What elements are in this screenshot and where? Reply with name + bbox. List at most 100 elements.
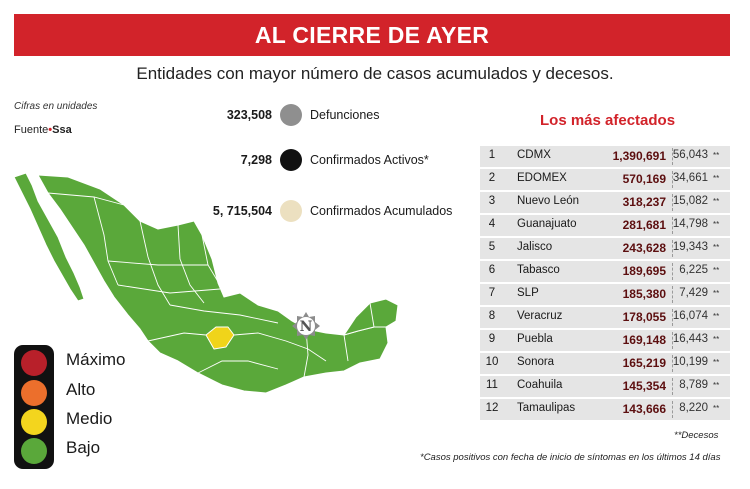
stat-value: 7,298 (240, 153, 272, 167)
source-org: Ssa (52, 124, 72, 136)
stat-label: Confirmados Activos* (310, 153, 429, 167)
row-cases: 570,169 (622, 172, 666, 186)
row-deaths-mark: ** (713, 289, 720, 298)
row-rank: 6 (488, 264, 496, 276)
stat-value: 5, 715,504 (212, 204, 272, 218)
row-rank: 11 (486, 379, 498, 391)
row-cases: 189,695 (622, 264, 666, 278)
row-cases: 169,148 (622, 333, 666, 347)
column-divider (672, 401, 673, 418)
stat-circle-icon (280, 200, 302, 222)
legend-label-bajo: Bajo (66, 438, 101, 457)
row-deaths-mark: ** (713, 243, 720, 252)
row-rank: 9 (488, 333, 496, 345)
row-rank: 8 (488, 310, 496, 322)
row-deaths: 14,798 (672, 218, 708, 230)
table-row: 7 SLP 185,380 7,429 ** (480, 284, 730, 305)
row-rank: 1 (488, 149, 496, 161)
table-row: 9 Puebla 169,148 16,443 ** (480, 330, 730, 351)
stat-label: Defunciones (310, 108, 380, 122)
deaths-footnote: **Decesos (674, 430, 719, 441)
title-banner: AL CIERRE DE AYER (14, 14, 730, 56)
table-row: 10 Sonora 165,219 10,199 ** (480, 353, 730, 374)
row-deaths: 7,429 (679, 287, 708, 299)
row-state: Nuevo León (517, 195, 580, 207)
table-title: Los más afectados (540, 112, 676, 129)
row-deaths-mark: ** (713, 312, 720, 321)
row-deaths-mark: ** (713, 381, 720, 390)
row-state: Guanajuato (517, 218, 577, 230)
ranking-table: 1 CDMX 1,390,691 56,043 ** 2 EDOMEX 570,169 34,6… (480, 146, 730, 422)
row-state: Coahuila (517, 379, 563, 391)
row-state: Jalisco (517, 241, 553, 253)
legend-label-medio: Medio (66, 409, 113, 428)
light-red-icon (21, 350, 47, 376)
row-state: CDMX (517, 149, 551, 161)
column-divider (672, 309, 673, 326)
row-cases: 143,666 (622, 402, 666, 416)
active-footnote: *Casos positivos con fecha de inicio de … (420, 452, 721, 463)
row-cases: 165,219 (622, 356, 666, 370)
row-state: SLP (517, 287, 539, 299)
source-label: Fuente (14, 124, 49, 136)
units-note: Cifras en unidades (14, 101, 98, 112)
column-divider (672, 355, 673, 372)
row-rank: 10 (485, 356, 499, 368)
row-deaths-mark: ** (713, 335, 720, 344)
row-cases: 178,055 (622, 310, 666, 324)
row-deaths: 6,225 (679, 264, 708, 276)
row-deaths: 34,661 (672, 172, 708, 184)
table-row: 12 Tamaulipas 143,666 8,220 ** (480, 399, 730, 420)
row-deaths-mark: ** (713, 151, 720, 160)
column-divider (672, 332, 673, 349)
stat-circle-icon (280, 149, 302, 171)
baja-california-shape (13, 172, 85, 302)
column-divider (672, 378, 673, 395)
table-row: 11 Coahuila 145,354 8,789 ** (480, 376, 730, 397)
column-divider (672, 171, 673, 188)
emblem-letter: N (300, 319, 313, 335)
stat-acumulados: 5, 715,504 Confirmados Acumulados (180, 198, 452, 224)
stat-value: 323,508 (226, 108, 272, 122)
table-row: 6 Tabasco 189,695 6,225 ** (480, 261, 730, 282)
source-line: Fuente•Ssa (14, 124, 72, 136)
stat-defunciones: 323,508 Defunciones (180, 102, 380, 128)
row-deaths: 16,443 (672, 333, 708, 345)
row-state: EDOMEX (517, 172, 567, 184)
row-deaths: 10,199 (672, 356, 708, 368)
column-divider (672, 194, 673, 211)
row-cases: 318,237 (622, 195, 666, 209)
row-deaths-mark: ** (713, 358, 720, 367)
light-orange-icon (21, 380, 47, 406)
row-deaths-mark: ** (713, 404, 720, 413)
mexico-map (13, 172, 399, 394)
column-divider (672, 217, 673, 234)
table-row: 5 Jalisco 243,628 19,343 ** (480, 238, 730, 259)
compass-n-icon: N (292, 312, 320, 340)
stat-label: Confirmados Acumulados (310, 204, 453, 218)
row-state: Veracruz (517, 310, 563, 322)
legend-label-alto: Alto (66, 380, 96, 399)
row-deaths-mark: ** (713, 266, 720, 275)
row-cases: 1,390,691 (612, 149, 666, 163)
yucatan-shape (343, 298, 399, 336)
light-green-icon (21, 438, 47, 464)
row-cases: 243,628 (622, 241, 666, 255)
row-deaths: 16,074 (672, 310, 708, 322)
legend-label-maximo: Máximo (66, 350, 126, 369)
column-divider (672, 286, 673, 303)
table-row: 3 Nuevo León 318,237 15,082 ** (480, 192, 730, 213)
stat-activos: 7,298 Confirmados Activos* (180, 147, 429, 173)
page-title: AL CIERRE DE AYER (254, 21, 490, 48)
table-row: 1 CDMX 1,390,691 56,043 ** (480, 146, 730, 167)
source-separator: • (48, 124, 53, 136)
row-cases: 145,354 (622, 379, 666, 393)
row-rank: 12 (485, 402, 499, 414)
row-rank: 2 (488, 172, 496, 184)
column-divider (672, 240, 673, 257)
row-deaths: 8,220 (679, 402, 708, 414)
row-cases: 185,380 (622, 287, 666, 301)
row-deaths: 19,343 (672, 241, 708, 253)
table-row: 8 Veracruz 178,055 16,074 ** (480, 307, 730, 328)
row-rank: 7 (488, 287, 496, 299)
